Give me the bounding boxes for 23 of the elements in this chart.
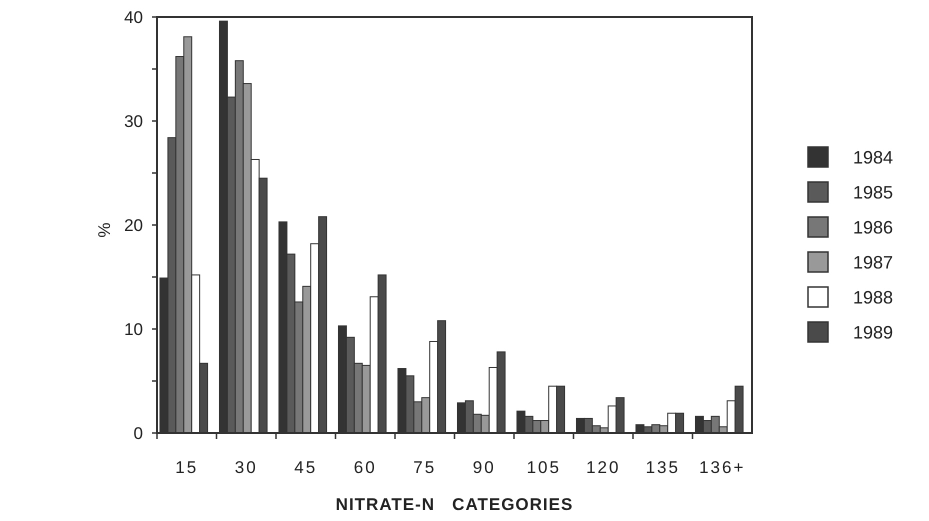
y-tick-label: 40 [124, 8, 143, 27]
x-axis-title: NITRATE-N CATEGORIES [336, 495, 574, 514]
x-tick-label: 30 [234, 458, 258, 477]
x-tick-label: 135 [646, 458, 680, 477]
x-tick-label: 15 [175, 458, 198, 477]
x-tick-label: 105 [526, 458, 561, 477]
x-tick-label: 60 [354, 458, 377, 477]
x-tick-label: 45 [294, 458, 318, 477]
x-tick-label: 120 [586, 458, 620, 477]
legend-label: 1986 [853, 217, 894, 238]
legend-label: 1989 [853, 322, 894, 342]
y-tick-label: 30 [124, 112, 143, 131]
x-tick-label: 136+ [699, 458, 746, 477]
legend-label: 1987 [853, 252, 894, 272]
y-tick-label: 10 [124, 320, 143, 339]
x-tick-label: 75 [413, 458, 436, 477]
legend-label: 1985 [853, 182, 894, 202]
y-axis-title: % [95, 222, 114, 238]
y-tick-label: 20 [124, 216, 143, 235]
x-tick-label: 90 [472, 458, 496, 477]
y-tick-label: 0 [134, 424, 143, 443]
legend-label: 1984 [853, 147, 894, 168]
legend-label: 1988 [853, 287, 894, 308]
